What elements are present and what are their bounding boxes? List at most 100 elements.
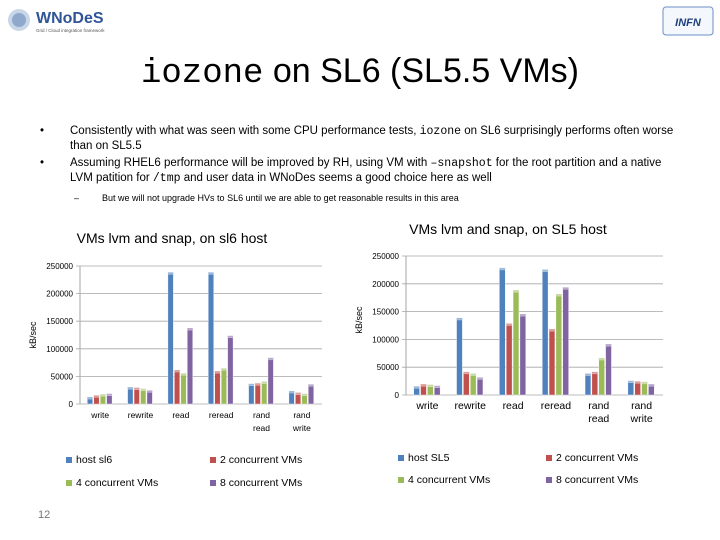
bullet1-code: iozone [419,125,462,138]
title-mono-part: iozone [140,55,264,93]
sub-bullet-text: But we will not upgrade HVs to SL6 until… [102,193,459,203]
bar [127,388,134,405]
bar [248,385,255,405]
bullet2-text-b: for the root partition and a native LVM … [70,157,662,184]
bar [174,371,181,405]
bar [261,383,268,405]
x-tick-label: rand [293,410,310,420]
x-tick-label: rand [588,400,609,412]
legend-swatch [210,480,216,486]
y-tick-label: 0 [69,400,74,409]
bar [512,291,520,396]
legend-swatch [66,457,72,463]
title-text-part: on SL6 (SL5.5 VMs) [263,52,580,90]
legend-swatch [398,477,404,483]
x-tick-label: rand [253,410,270,420]
bar-top [598,357,605,360]
bar-top [180,373,187,376]
bar [499,269,506,396]
y-tick-label: 0 [395,391,400,400]
bar-top [288,390,295,393]
bar-top [267,357,274,360]
bar [519,315,526,396]
bar-top [208,272,214,275]
bar-top [174,369,180,372]
bar-top [295,392,301,395]
bar-top [420,384,427,387]
wnodes-logo-tagline: Grid / Cloud integration framework [36,28,105,33]
x-tick-label: rewrite [128,410,154,420]
bar-top [477,377,483,380]
bullet2-text-a: Assuming RHEL6 performance will be impro… [70,157,431,169]
bar [413,388,420,396]
y-tick-label: 250000 [372,252,399,261]
x-tick-label: write [90,410,109,420]
bar-top [255,383,261,386]
legend-swatch [66,480,72,486]
bar [605,345,612,396]
bar-top [499,267,506,270]
y-axis-label: kB/sec [354,306,364,334]
bar [542,271,549,396]
bar [420,385,427,396]
bar-top [167,272,174,275]
x-tick-label: read [588,413,609,425]
y-tick-label: 200000 [46,290,73,299]
legend-entry: 2 concurrent VMs [220,454,302,466]
bar-top [140,388,146,391]
bullet1-text-b: on SL6 surprisingly performs often worse… [70,125,674,152]
bar [220,370,227,405]
slide-title: iozone on SL6 (SL5.5 VMs) [0,52,720,93]
y-tick-label: 50000 [377,363,400,372]
x-tick-label: write [292,423,311,433]
bar [267,359,274,405]
page-number: 12 [38,509,51,521]
y-tick-label: 150000 [46,317,73,326]
bar [93,397,100,405]
bar [555,295,562,396]
bar [295,394,302,405]
legend-entry: 2 concurrent VMs [556,452,638,464]
bar [598,359,605,396]
bullet-item-2: Assuming RHEL6 performance will be impro… [40,156,680,186]
bar [301,395,308,405]
y-tick-label: 200000 [372,280,399,289]
bar-top [627,380,634,383]
x-tick-label: rewrite [454,400,486,412]
legend-entry: host sl6 [76,454,112,466]
bar-top [542,269,549,272]
bar-top [127,387,134,390]
x-tick-label: rand [631,400,652,412]
y-tick-label: 100000 [372,335,399,344]
legend-swatch [210,457,216,463]
bullet-item-1: Consistently with what was seen with som… [40,124,680,154]
bar [167,274,174,405]
bar-top [146,390,153,393]
bar [476,379,484,396]
bullet-list: Consistently with what was seen with som… [40,124,680,188]
bar-top [555,294,562,297]
bar-top [100,394,106,397]
bar [562,289,569,396]
legend-swatch [398,455,404,461]
bar [99,396,106,405]
x-tick-label: write [415,400,438,412]
wnodes-logo-name: WNoDeS [36,10,104,27]
bar [591,373,598,396]
bar [548,330,556,396]
bullet2-code-a: –snapshot [430,157,493,170]
bar [470,375,477,396]
bar [634,383,641,396]
bar-top [470,373,477,376]
bar [427,386,434,396]
bar-top [308,384,314,387]
chart-title: VMs lvm and snap, on SL5 host [409,221,607,237]
x-tick-label: write [629,413,652,425]
infn-logo-name: INFN [675,17,702,29]
bar [106,395,113,405]
bar [146,392,153,405]
bar-top [434,385,441,388]
bar-top [456,317,463,320]
bar-top [301,393,308,396]
